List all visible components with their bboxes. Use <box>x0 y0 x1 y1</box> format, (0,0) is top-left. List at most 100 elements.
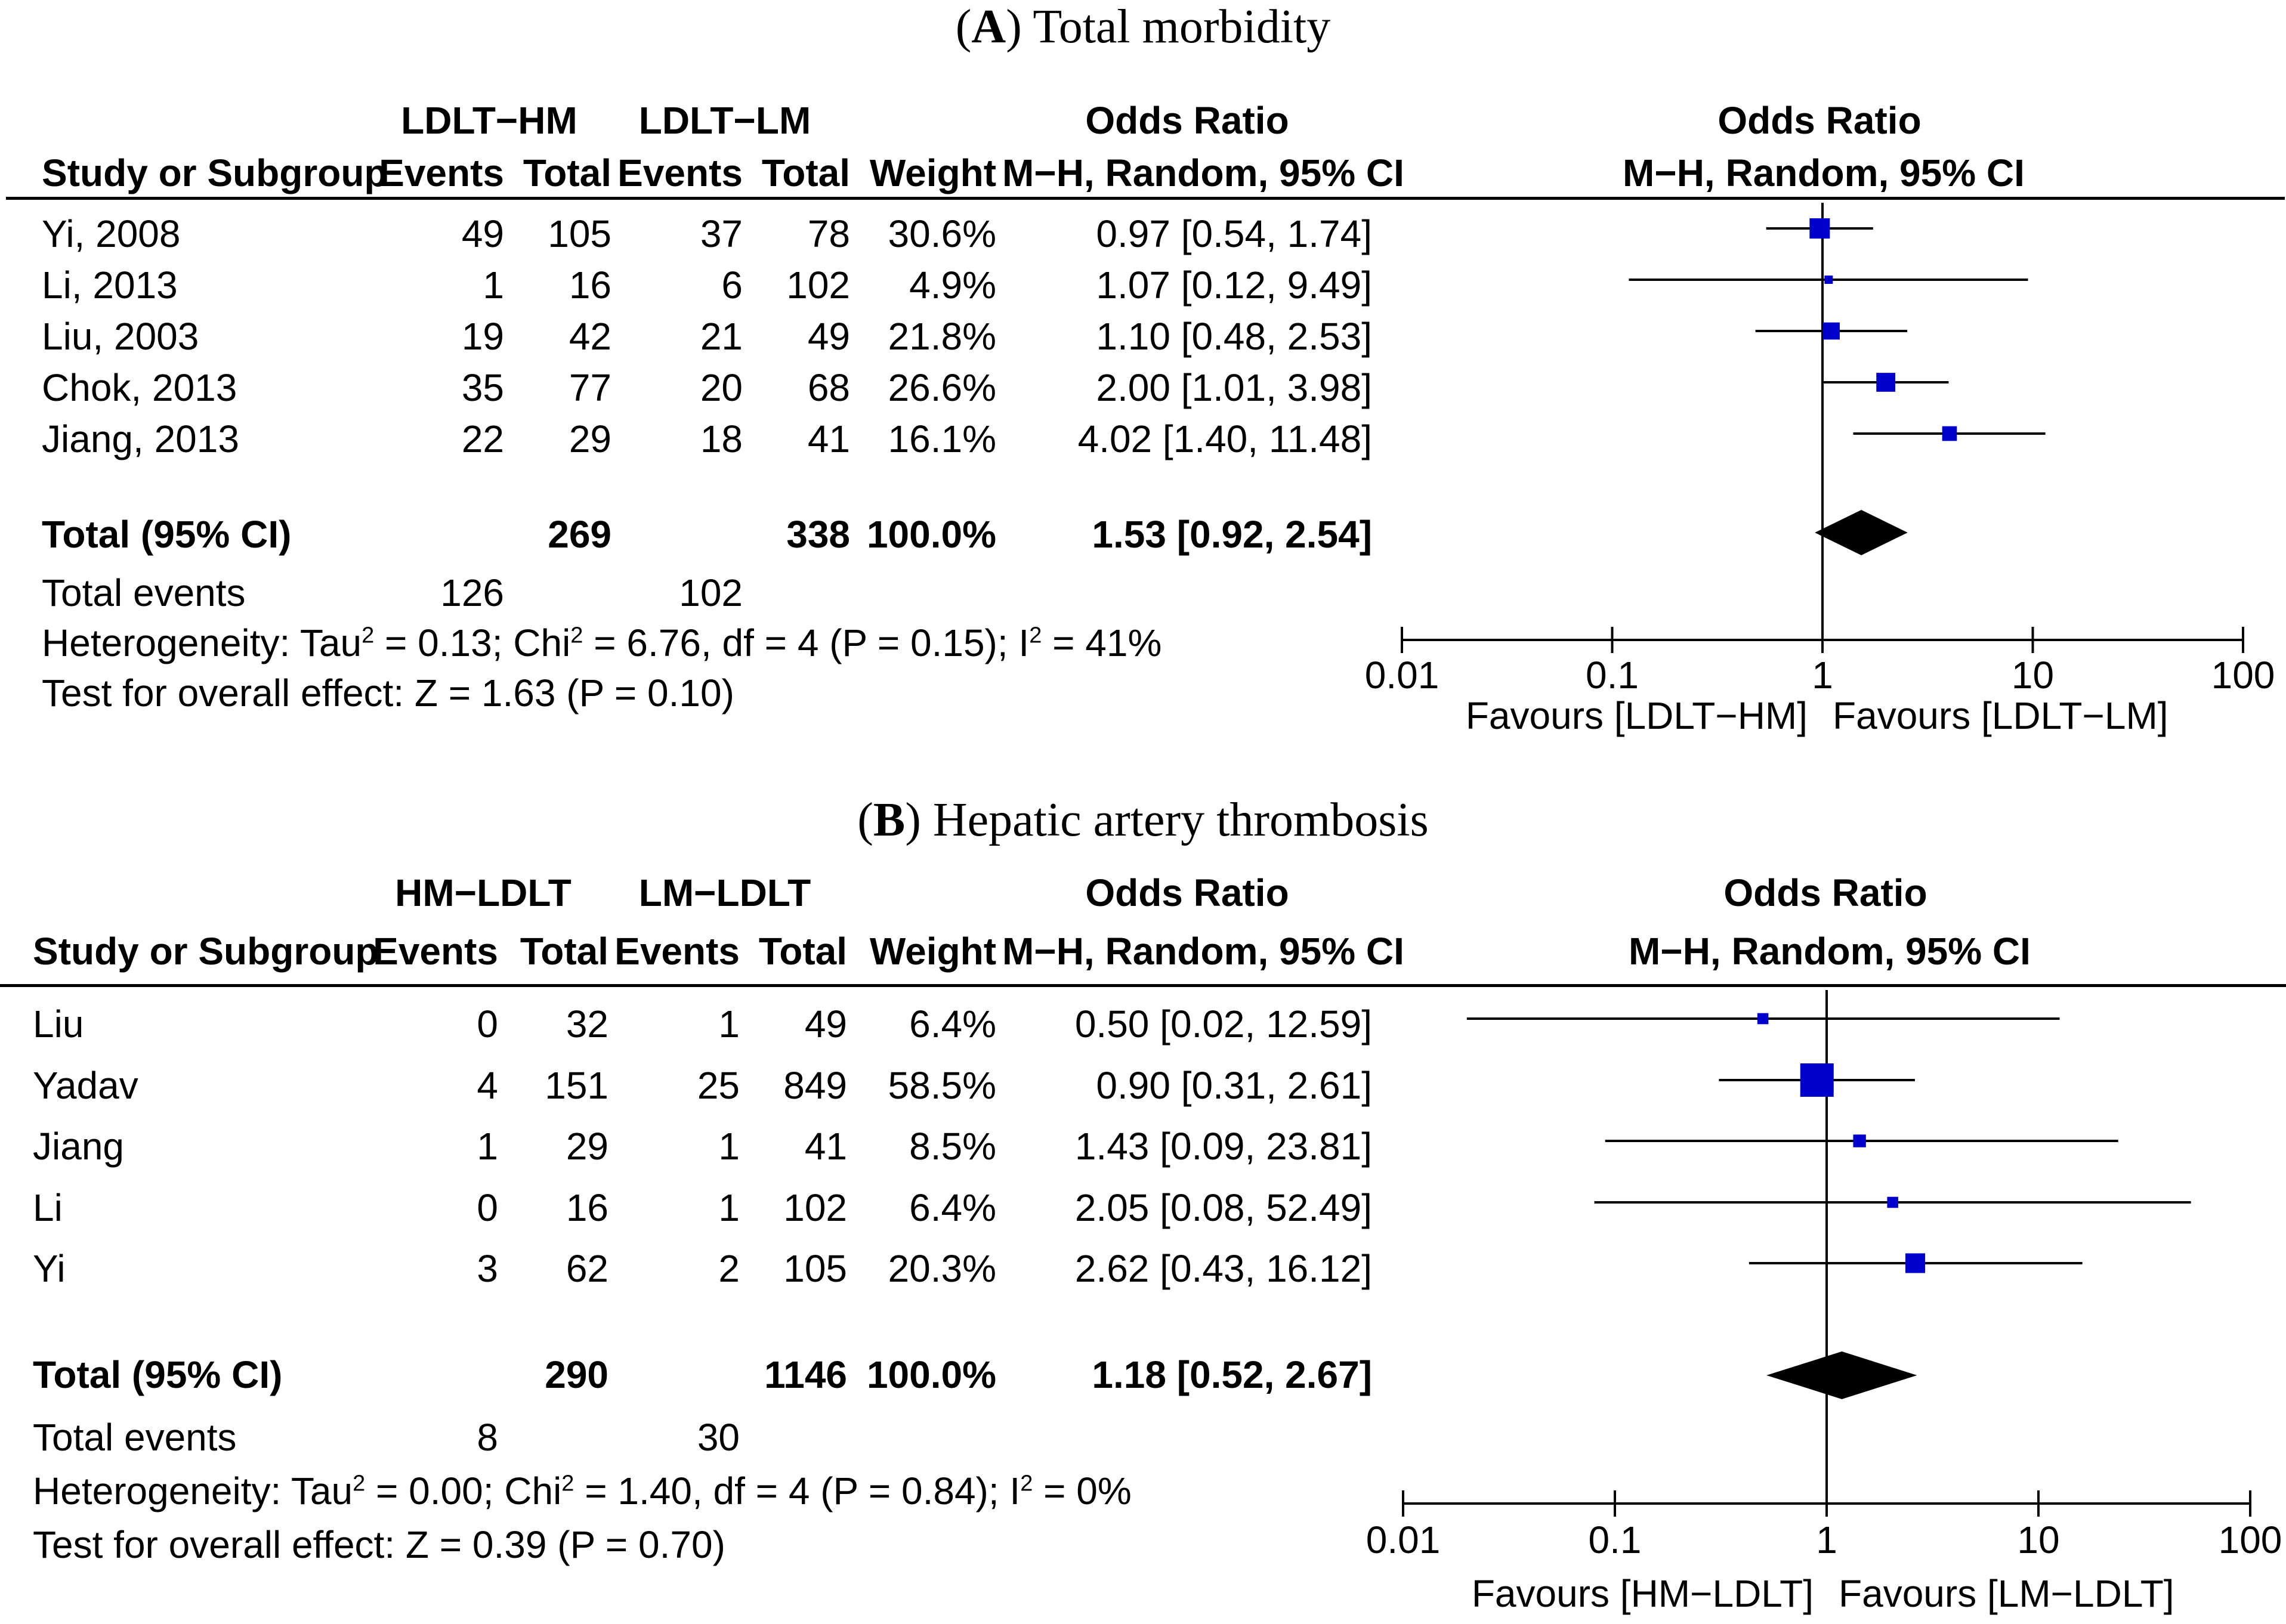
effect-square <box>1809 218 1830 239</box>
total-n2: 338 <box>786 513 850 556</box>
total1-header: Total <box>523 151 611 194</box>
study-name: Jiang, 2013 <box>42 417 239 460</box>
events1: 0 <box>477 1003 498 1045</box>
events2: 37 <box>700 212 743 255</box>
plot-header-method: M−H, Random, 95% CI <box>1623 151 2025 194</box>
favours-right: Favours [LM−LDLT] <box>1839 1572 2174 1615</box>
total2: 49 <box>807 315 850 358</box>
study-column-header: Study or Subgroup <box>42 151 388 194</box>
events1: 4 <box>477 1064 498 1107</box>
study-name: Yadav <box>33 1064 138 1107</box>
panel-title-text: Hepatic artery thrombosis <box>932 794 1429 846</box>
events2: 18 <box>700 417 743 460</box>
total2: 105 <box>783 1247 847 1290</box>
events1: 0 <box>477 1186 498 1229</box>
total-events-label: Total events <box>33 1416 237 1459</box>
odds-ratio-ci: 4.02 [1.40, 11.48] <box>1077 417 1372 460</box>
total1: 105 <box>548 212 611 255</box>
total1: 29 <box>566 1125 608 1168</box>
plot-header-method: M−H, Random, 95% CI <box>1629 930 2031 973</box>
tick-label: 0.1 <box>1586 654 1639 697</box>
plot-header-top: Odds Ratio <box>1723 871 1927 914</box>
events1-header: Events <box>379 151 504 194</box>
tick-label: 0.1 <box>1588 1518 1642 1561</box>
odds-ratio-ci: 1.10 [0.48, 2.53] <box>1096 315 1372 358</box>
total1: 16 <box>566 1186 608 1229</box>
effect-header-top: Odds Ratio <box>1085 99 1289 142</box>
total-label: Total (95% CI) <box>42 513 292 556</box>
total2: 849 <box>783 1064 847 1107</box>
plot-header-top: Odds Ratio <box>1717 99 1922 142</box>
total-events-1: 126 <box>440 571 504 614</box>
effect-header-method: M−H, Random, 95% CI <box>1002 151 1404 194</box>
odds-ratio-ci: 2.00 [1.01, 3.98] <box>1096 366 1372 409</box>
total-n2: 1146 <box>764 1353 847 1396</box>
weight: 20.3% <box>888 1247 996 1290</box>
panel-a-total-morbidity: (A) Total morbidity LDLT−HM LDLT−LM Odds… <box>0 0 2286 775</box>
total-weight: 100.0% <box>866 513 996 556</box>
total2: 41 <box>804 1125 847 1168</box>
header-rule <box>0 984 2286 987</box>
group2-header: LM−LDLT <box>638 871 811 914</box>
header-rule <box>6 197 2285 200</box>
events1: 49 <box>461 212 504 255</box>
favours-left: Favours [HM−LDLT] <box>1471 1572 1814 1615</box>
study-name: Li <box>33 1186 63 1229</box>
weight: 4.9% <box>909 264 996 307</box>
weight: 16.1% <box>888 417 996 460</box>
favours-right: Favours [LDLT−LM] <box>1833 694 2168 737</box>
events2: 1 <box>718 1125 740 1168</box>
total2: 78 <box>807 212 850 255</box>
overall-effect-text: Test for overall effect: Z = 1.63 (P = 0… <box>42 672 734 714</box>
panel-title: (B) Hepatic artery thrombosis <box>857 794 1429 846</box>
total2-header: Total <box>761 151 850 194</box>
total2: 49 <box>804 1003 847 1045</box>
odds-ratio-ci: 1.07 [0.12, 9.49] <box>1096 264 1372 307</box>
study-name: Yi <box>33 1247 66 1290</box>
tick-label: 100 <box>2211 654 2275 697</box>
events1: 22 <box>461 417 504 460</box>
tick-label: 1 <box>1816 1518 1837 1561</box>
forest-plot-a <box>1401 203 2244 653</box>
tick-label: 0.01 <box>1364 654 1439 697</box>
panel-b-hepatic-artery-thrombosis: (B) Hepatic artery thrombosis HM−LDLT LM… <box>0 775 2286 1624</box>
total-events-1: 8 <box>477 1416 498 1459</box>
total2: 102 <box>783 1186 847 1229</box>
group1-header: LDLT−HM <box>401 99 577 142</box>
events2-header: Events <box>614 930 740 973</box>
tick-label: 0.01 <box>1366 1518 1441 1561</box>
heterogeneity-text: Heterogeneity: Tau2 = 0.00; Chi2 = 1.40,… <box>33 1470 1132 1512</box>
odds-ratio-ci: 2.05 [0.08, 52.49] <box>1074 1186 1372 1229</box>
panel-title: (A) Total morbidity <box>955 1 1331 53</box>
effect-square <box>1887 1196 1898 1208</box>
total1: 62 <box>566 1247 608 1290</box>
weight: 6.4% <box>909 1186 996 1229</box>
events1: 19 <box>461 315 504 358</box>
events1: 35 <box>461 366 504 409</box>
weight-header: Weight <box>869 930 996 973</box>
study-name: Liu, 2003 <box>42 315 199 358</box>
total1: 32 <box>566 1003 608 1045</box>
study-name: Chok, 2013 <box>42 366 237 409</box>
events2: 21 <box>700 315 743 358</box>
tick-label: 1 <box>1812 654 1833 697</box>
events1: 3 <box>477 1247 498 1290</box>
effect-square <box>1800 1063 1834 1097</box>
total2-header: Total <box>758 930 847 973</box>
weight: 6.4% <box>909 1003 996 1045</box>
pooled-diamond <box>1766 1351 1917 1399</box>
weight: 21.8% <box>888 315 996 358</box>
group2-header: LDLT−LM <box>638 99 811 142</box>
events1: 1 <box>483 264 504 307</box>
weight-header: Weight <box>869 151 996 194</box>
total-weight: 100.0% <box>866 1353 996 1396</box>
total-events-2: 102 <box>679 571 743 614</box>
odds-ratio-ci: 2.62 [0.43, 16.12] <box>1074 1247 1372 1290</box>
events2: 25 <box>697 1064 740 1107</box>
overall-effect-text: Test for overall effect: Z = 0.39 (P = 0… <box>33 1523 725 1566</box>
total-events-label: Total events <box>42 571 246 614</box>
total-n1: 290 <box>545 1353 608 1396</box>
effect-square <box>1853 1134 1866 1147</box>
weight: 8.5% <box>909 1125 996 1168</box>
forest-plot-b <box>1402 990 2251 1517</box>
